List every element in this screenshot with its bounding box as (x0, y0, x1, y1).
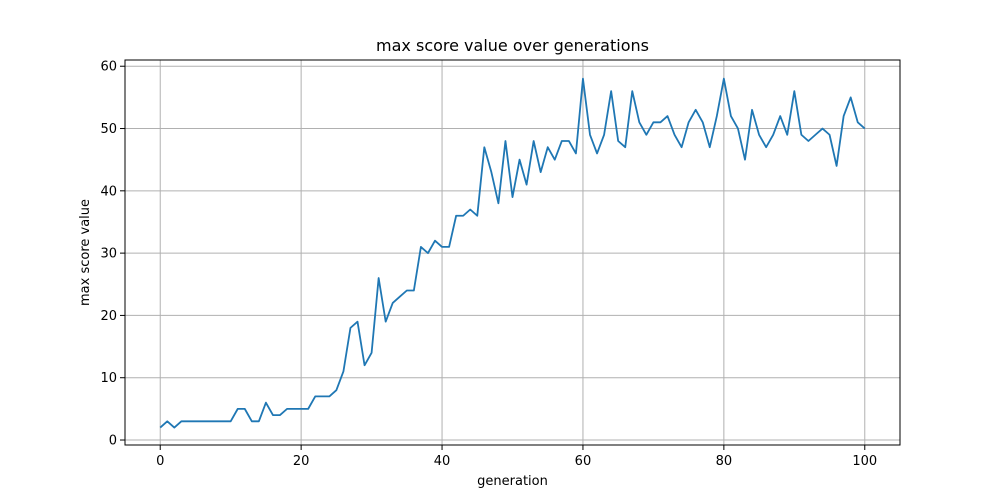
plot-frame (124, 59, 901, 446)
series-layer (159, 77, 866, 429)
y-axis-label: max score value (78, 199, 93, 306)
y-tick-label: 20 (100, 309, 117, 324)
x-tick-label: 100 (852, 454, 877, 469)
y-tick-label: 30 (100, 247, 117, 262)
y-tick-label: 60 (100, 60, 117, 75)
x-tick-label: 40 (434, 454, 451, 469)
y-tick-label: 50 (100, 122, 117, 137)
ticks: 0 20 40 60 80 100 0 10 20 30 40 50 60 (100, 60, 877, 469)
x-axis-label: generation (477, 474, 548, 489)
chart-title: max score value over generations (376, 36, 649, 55)
x-tick-label: 0 (156, 454, 164, 469)
series-line (159, 77, 866, 429)
x-tick-label: 20 (293, 454, 310, 469)
x-tick-label: 60 (575, 454, 592, 469)
grid (125, 60, 900, 445)
x-tick-label: 80 (716, 454, 733, 469)
y-tick-label: 0 (109, 434, 117, 449)
y-tick-label: 10 (100, 371, 117, 386)
y-tick-label: 40 (100, 184, 117, 199)
